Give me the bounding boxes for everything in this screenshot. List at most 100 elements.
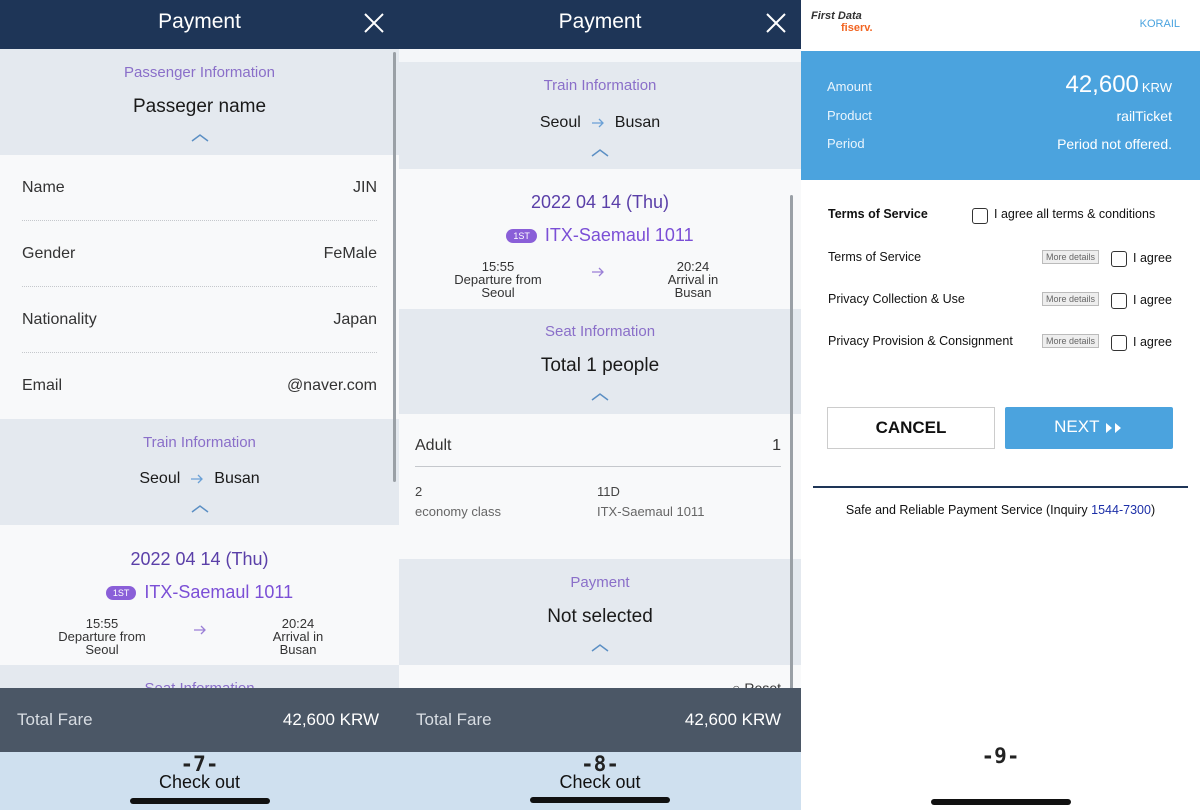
chevron-up-icon[interactable] bbox=[191, 504, 209, 514]
product-label: Product bbox=[827, 108, 872, 123]
checkout-label: Check out bbox=[559, 772, 641, 792]
car-number: 2 bbox=[415, 484, 423, 499]
train-section[interactable]: Train Information Seoul Busan bbox=[399, 62, 801, 169]
brand-fiserv: fiserv. bbox=[841, 22, 873, 34]
train-section-title: Train Information bbox=[143, 434, 256, 451]
departure-station: Seoul bbox=[481, 285, 515, 300]
class-badge: 1ST bbox=[105, 586, 137, 601]
header-bar: Payment bbox=[399, 0, 801, 49]
travel-date: 2022 04 14 (Thu) bbox=[130, 549, 269, 569]
amount-currency: KRW bbox=[1141, 80, 1172, 95]
amount-number: 42,600 bbox=[1065, 71, 1139, 98]
passenger-section[interactable]: Passenger Information Passeger name bbox=[0, 49, 399, 155]
total-fare-value: 42,600 KRW bbox=[282, 710, 379, 729]
arrival-station: Busan bbox=[674, 285, 712, 300]
arrow-right-icon bbox=[191, 474, 204, 484]
route-to: Busan bbox=[614, 114, 661, 131]
close-icon[interactable] bbox=[765, 12, 787, 34]
agree-label: I agree bbox=[1133, 251, 1172, 265]
train-name: 1ST ITX-Saemaul 1011 bbox=[399, 225, 801, 246]
period-value: Period not offered. bbox=[1057, 136, 1172, 152]
inquiry-text: Safe and Reliable Payment Service (Inqui… bbox=[801, 503, 1200, 517]
seat-section-title: Seat Information bbox=[544, 323, 656, 340]
agree-label: I agree bbox=[1133, 335, 1172, 349]
passenger-section-title: Passenger Information bbox=[124, 64, 275, 81]
arrival-info: 20:24 Arrival in Busan bbox=[633, 260, 753, 299]
route-from: Seoul bbox=[139, 470, 181, 487]
more-details-button[interactable]: More details bbox=[1042, 292, 1100, 306]
field-row-name: Name JIN bbox=[22, 155, 377, 221]
inquiry-phone-link[interactable]: 1544-7300 bbox=[1091, 503, 1151, 517]
arrow-right-icon bbox=[592, 267, 604, 277]
route-to: Busan bbox=[214, 470, 260, 487]
departure-station: Seoul bbox=[85, 642, 119, 657]
payment-section-title: Payment bbox=[570, 574, 630, 591]
home-indicator bbox=[129, 798, 270, 804]
train-name-text: ITX-Saemaul 1011 bbox=[544, 225, 694, 245]
scrollbar[interactable] bbox=[393, 52, 396, 482]
step-number: -9- bbox=[981, 744, 1020, 768]
chevron-up-icon[interactable] bbox=[591, 643, 609, 653]
car-info: 2 economy class bbox=[415, 482, 501, 522]
brand-first-data: First Data bbox=[811, 10, 862, 22]
departure-label: Departure from bbox=[454, 272, 542, 287]
arrival-time: 20:24 bbox=[676, 259, 710, 274]
step-number: -7- bbox=[180, 752, 219, 776]
payment-section[interactable]: Payment Not selected bbox=[399, 559, 801, 665]
double-chevron-right-icon bbox=[1105, 422, 1121, 433]
checkout-button[interactable]: -8- Check out bbox=[399, 752, 801, 810]
header-bar: Payment bbox=[0, 0, 399, 49]
total-fare-bar: Total Fare 42,600 KRW bbox=[0, 688, 399, 752]
seat-total: Total 1 people bbox=[540, 355, 660, 376]
class-badge: 1ST bbox=[506, 229, 537, 244]
field-row-gender: Gender FeMale bbox=[22, 221, 377, 287]
home-indicator bbox=[930, 799, 1071, 805]
header-title: Payment bbox=[158, 10, 241, 33]
departure-info: 15:55 Departure from Seoul bbox=[42, 617, 162, 656]
agree-checkbox[interactable] bbox=[1111, 335, 1127, 351]
train-section-title: Train Information bbox=[543, 77, 657, 94]
payment-screen-step-8: Payment Train Information Seoul Busan 202… bbox=[399, 0, 801, 810]
checkout-button[interactable]: -7- Check out bbox=[0, 752, 399, 810]
term-label: Terms of Service bbox=[828, 250, 922, 264]
cancel-button[interactable]: CANCEL bbox=[827, 407, 995, 449]
arrival-station: Busan bbox=[279, 642, 317, 657]
chevron-up-icon[interactable] bbox=[591, 392, 609, 402]
travel-date: 2022 04 14 (Thu) bbox=[530, 192, 670, 212]
car-class: economy class bbox=[415, 504, 501, 519]
arrival-label: Arrival in bbox=[667, 272, 719, 287]
chevron-up-icon[interactable] bbox=[591, 148, 609, 158]
total-fare-label: Total Fare bbox=[416, 710, 492, 729]
more-details-button[interactable]: More details bbox=[1042, 250, 1100, 264]
period-label: Period bbox=[827, 136, 865, 151]
departure-time: 15:55 bbox=[481, 259, 515, 274]
first-data-logo: First Data fiserv. bbox=[811, 10, 873, 34]
field-label: Email bbox=[22, 377, 63, 394]
adult-count: 1 bbox=[772, 437, 781, 454]
scrollbar[interactable] bbox=[790, 195, 793, 695]
departure-time: 15:55 bbox=[85, 616, 119, 631]
train-name-text: ITX-Saemaul 1011 bbox=[144, 582, 294, 602]
seat-info: 11D ITX-Saemaul 1011 bbox=[597, 482, 704, 522]
agree-checkbox[interactable] bbox=[1111, 251, 1127, 267]
agree-label: I agree bbox=[1133, 293, 1172, 307]
agree-checkbox[interactable] bbox=[1111, 293, 1127, 309]
more-details-button[interactable]: More details bbox=[1042, 334, 1100, 348]
field-value: Japan bbox=[333, 311, 377, 328]
field-row-email: Email @naver.com bbox=[22, 353, 377, 419]
train-section[interactable]: Train Information Seoul Busan bbox=[0, 419, 399, 525]
field-label: Name bbox=[22, 179, 65, 196]
safe-close: ) bbox=[1150, 503, 1156, 517]
train-details: 2022 04 14 (Thu) 1ST ITX-Saemaul 1011 15:… bbox=[0, 525, 399, 665]
payment-status: Not selected bbox=[547, 606, 653, 627]
agree-all-checkbox[interactable] bbox=[972, 208, 988, 224]
adult-label: Adult bbox=[415, 437, 452, 454]
header-title: Payment bbox=[558, 10, 642, 33]
home-indicator bbox=[530, 797, 670, 803]
checkout-label: Check out bbox=[158, 772, 241, 792]
chevron-up-icon[interactable] bbox=[191, 133, 209, 143]
close-icon[interactable] bbox=[363, 12, 385, 34]
next-button[interactable]: NEXT bbox=[1005, 407, 1173, 449]
seat-section[interactable]: Seat Information Total 1 people bbox=[399, 309, 801, 414]
passenger-name: Passeger name bbox=[132, 96, 267, 117]
